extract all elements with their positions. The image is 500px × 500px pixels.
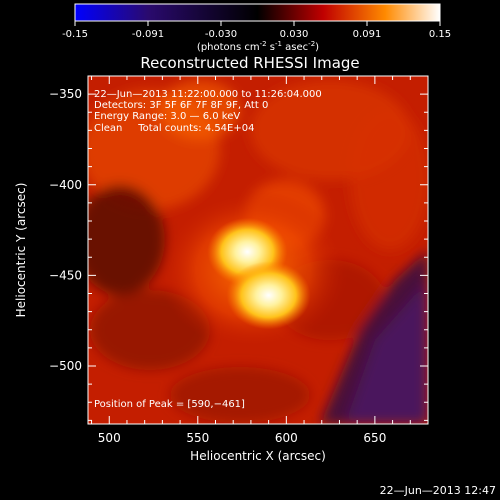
heatmap-image [88,76,428,424]
colorbar-tick-label: -0.091 [132,29,164,40]
energy-range-text: Energy Range: 3.0 — 6.0 keV [94,111,240,122]
x-axis-ticks [91,76,429,424]
colorbar-tick-label: -0.030 [205,29,237,40]
flare-source-south [226,261,311,330]
x-tick-label: 500 [98,431,121,445]
y-tick-label: −350 [49,87,82,101]
colorbar-tick-label: 0.15 [429,29,451,40]
y-tick-label: −400 [49,178,82,192]
peak-position-text: Position of Peak = [590,−461] [94,399,245,410]
colorbar-ticks [74,21,441,26]
x-tick-label: 600 [275,431,298,445]
x-tick-label: 650 [363,431,386,445]
plot-frame [87,75,429,425]
clean-counts-text: Clean Total counts: 4.54E+04 [94,123,254,134]
x-tick-label: 550 [186,431,209,445]
colorbar-tick-label: -0.15 [62,29,88,40]
detectors-text: Detectors: 3F 5F 6F 7F 8F 9F, Att 0 [94,100,268,111]
y-tick-label: −500 [49,359,82,373]
colorbar-gradient [74,3,441,22]
y-axis-ticks [88,75,428,421]
x-axis-label: Heliocentric X (arcsec) [190,449,326,463]
footer-date: 22—Jun—2013 12:47 [380,484,496,497]
colorbar-tick-label: 0.091 [353,29,382,40]
time-range-text: 22—Jun—2013 11:22:00.000 to 11:26:04.000 [94,89,322,100]
colorbar: -0.15 -0.091 -0.030 0.030 0.091 0.15 (ph… [62,3,451,53]
colorbar-unit: (photons cm-2 s-1 asec-2) [197,40,319,53]
colorbar-tick-label: 0.030 [280,29,309,40]
y-tick-label: −450 [49,268,82,282]
y-axis-label: Heliocentric Y (arcsec) [14,183,28,318]
chart-title: Reconstructed RHESSI Image [140,54,359,72]
observation-info: 22—Jun—2013 11:22:00.000 to 11:26:04.000… [94,89,322,134]
